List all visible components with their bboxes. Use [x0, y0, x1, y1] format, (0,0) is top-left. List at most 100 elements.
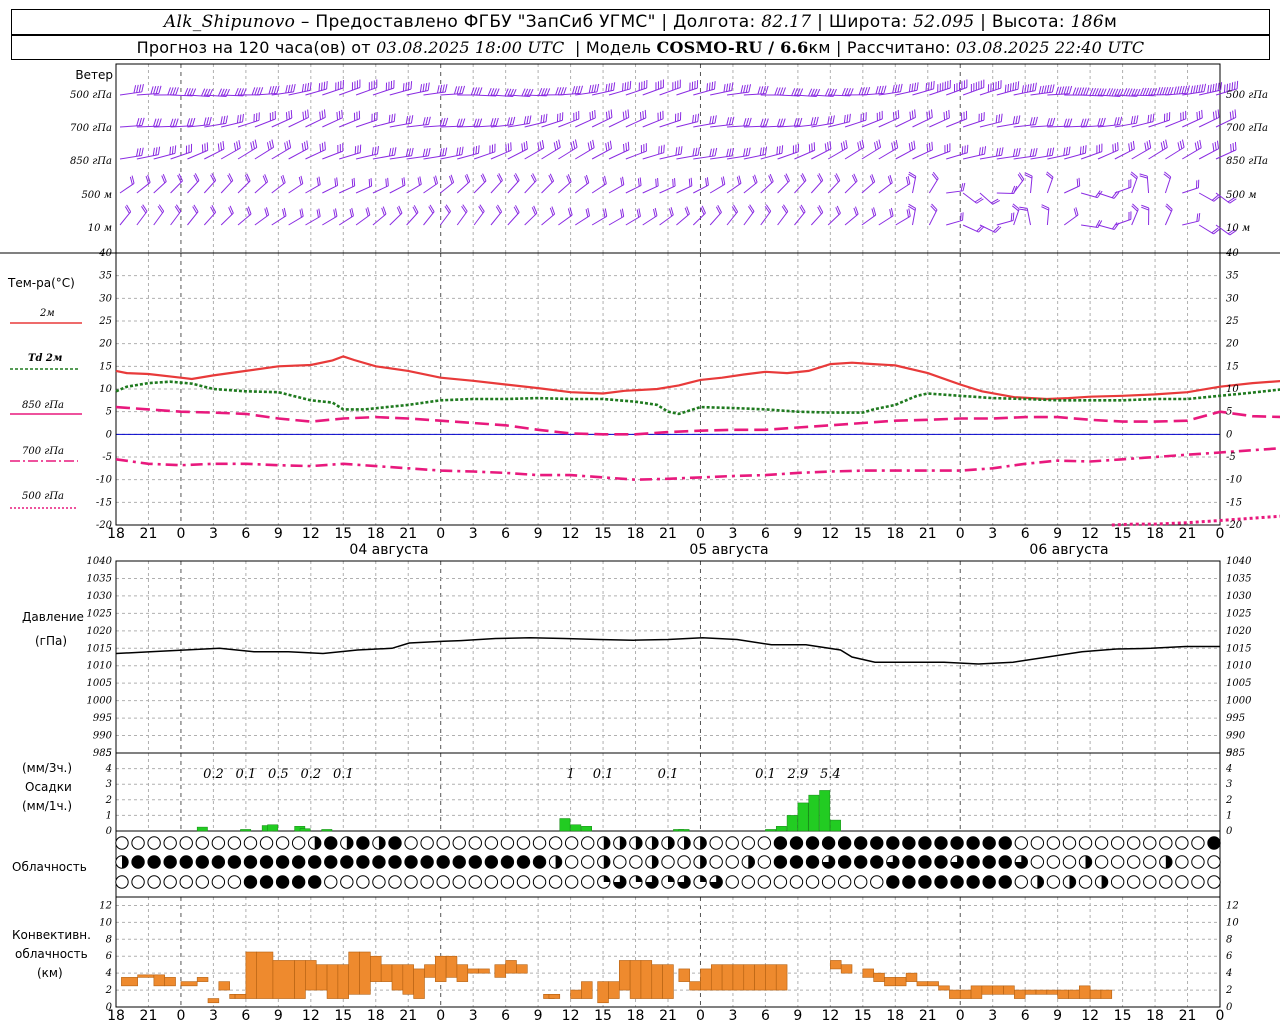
cloud-cover-fill	[700, 875, 707, 882]
convective-bar	[916, 981, 929, 987]
wind-barb-icon	[895, 148, 916, 160]
cloud-cover-circle-icon	[773, 855, 788, 869]
wind-barb-icon	[170, 211, 182, 226]
cloud-cover-circle-icon	[741, 836, 755, 850]
precip-title: Осадки	[25, 780, 72, 794]
wind-barb-feather	[906, 209, 909, 218]
cloud-cover-circle-icon	[966, 836, 980, 850]
wind-barb-feather	[333, 209, 336, 218]
xtick-label-bottom: 6	[761, 1008, 770, 1024]
wind-barb-feather	[1173, 86, 1177, 95]
wind-barb-icon	[170, 180, 183, 194]
wind-barb-feather	[526, 115, 529, 124]
cloud-cover-circle-icon	[388, 836, 402, 850]
wind-barb-feather	[745, 117, 750, 126]
wind-barb-feather	[266, 142, 270, 151]
clouds-title: Облачность	[12, 860, 87, 874]
wind-barb-icon	[979, 154, 1002, 160]
wind-barb-feather	[470, 87, 475, 96]
cloud-cover-circle-icon	[115, 836, 129, 850]
wind-barb-feather	[367, 207, 371, 216]
cloud-cover-fill	[709, 875, 723, 889]
convective-bar	[229, 994, 236, 999]
wind-barb-feather	[731, 147, 735, 157]
wind-barb-feather	[222, 141, 225, 150]
wind-barb-feather	[889, 209, 892, 218]
convective-bar	[424, 964, 436, 978]
wind-barb-feather	[1132, 203, 1139, 210]
wind-barb-icon	[1081, 125, 1104, 128]
wind-barb-feather	[1165, 205, 1172, 212]
wind-barb-feather	[726, 83, 729, 92]
wind-barb-feather	[189, 88, 194, 97]
precip-bar	[570, 824, 582, 832]
wind-barb-feather	[1223, 84, 1226, 93]
wind-barb-feather	[169, 118, 174, 127]
wind-barb-feather	[236, 141, 239, 150]
wind-barb-feather	[138, 147, 142, 157]
wind-barb-feather	[531, 207, 536, 215]
cloud-cover-circle-icon	[179, 836, 193, 850]
wind-barb-feather	[1108, 88, 1114, 96]
wind-barb-icon	[979, 192, 994, 205]
cloud-cover-fill	[1015, 855, 1028, 869]
wind-barb-feather	[785, 173, 790, 182]
wind-barb-feather	[1099, 117, 1104, 126]
wind-barb-feather	[319, 143, 322, 152]
cloud-cover-circle-icon	[1078, 875, 1093, 889]
cloud-cover-fill	[603, 836, 610, 850]
wind-barb-feather	[439, 84, 443, 93]
wind-barb-icon	[507, 122, 530, 128]
convective-bar	[894, 977, 907, 987]
wind-barb-feather	[402, 83, 405, 92]
wind-barb-icon	[153, 181, 167, 194]
wind-barb-feather	[585, 174, 590, 183]
press-ytick-right: 1015	[1226, 643, 1251, 654]
wind-barb-feather	[905, 176, 909, 185]
precip-bar	[267, 824, 279, 832]
cloud-cover-fill	[635, 836, 643, 850]
wind-barb-feather	[316, 209, 319, 218]
longitude-value: 82.17	[761, 12, 812, 32]
wind-barb-feather	[461, 118, 466, 127]
cloud-cover-circle-icon	[291, 875, 306, 889]
wind-barb-feather	[1117, 142, 1119, 151]
convective-bar	[629, 960, 642, 999]
wind-level-500hpa-right: 500 гПа	[1226, 90, 1268, 101]
wind-barb-icon	[440, 154, 463, 160]
wind-barb-feather	[871, 208, 875, 217]
wind-barb-feather	[1015, 115, 1018, 124]
wind-barb-feather	[569, 207, 573, 216]
wind-barb-feather	[769, 173, 774, 182]
cloud-cover-circle-icon	[131, 855, 145, 869]
cloud-cover-circle-icon	[356, 855, 370, 869]
wind-barb-feather	[1000, 113, 1003, 122]
wind-barb-feather	[733, 204, 739, 212]
cloud-cover-circle-icon	[147, 836, 161, 850]
wind-barb-feather	[1111, 222, 1118, 230]
wind-barb-feather	[776, 146, 779, 155]
wind-barb-feather	[624, 82, 627, 91]
wind-barb-feather	[835, 207, 840, 215]
wind-barb-feather	[444, 117, 449, 126]
xtick-label-bottom: 18	[107, 1008, 125, 1024]
wind-barb-feather	[784, 174, 789, 183]
cloud-cover-circle-icon	[934, 836, 948, 850]
wind-barb-feather	[1166, 203, 1173, 210]
wind-barb-icon	[221, 121, 243, 128]
cloud-cover-fill	[346, 836, 354, 850]
wind-barb-feather	[726, 117, 730, 126]
cloud-cover-circle-icon	[324, 836, 338, 850]
day-label-06: 06 августа	[1029, 542, 1108, 558]
wind-barb-feather	[897, 84, 901, 93]
cloud-cover-circle-icon	[564, 836, 579, 850]
wind-barb-feather	[1214, 83, 1217, 92]
cloud-cover-circle-icon	[934, 855, 948, 869]
wind-barb-feather	[512, 116, 516, 125]
wind-barb-feather	[684, 207, 689, 216]
wind-barb-icon	[1131, 176, 1138, 194]
xtick-label-bottom: 0	[1216, 1008, 1225, 1024]
wind-barb-feather	[577, 85, 581, 94]
wind-barb-feather	[300, 175, 304, 184]
wind-barb-feather	[914, 109, 916, 118]
